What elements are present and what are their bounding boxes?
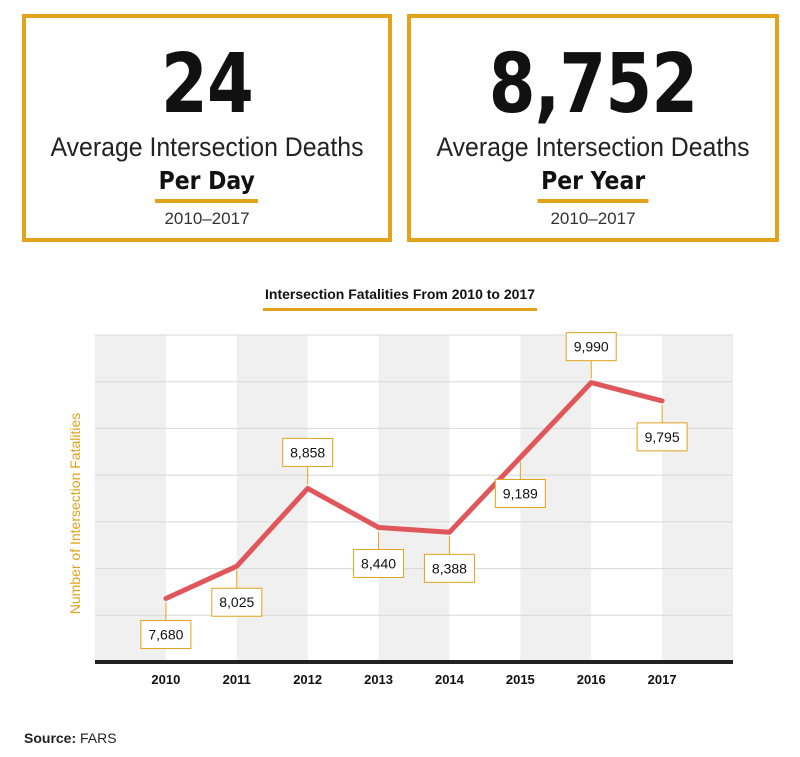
stat-card-per-year: 8,752 Average Intersection Deaths Per Ye… [407,14,779,242]
data-label-box [211,587,263,617]
grid-band [378,335,450,662]
data-label-box [565,332,617,362]
data-label: 8,025 [219,594,254,610]
data-label-box [636,422,688,452]
source-label: Source: [24,730,77,746]
stat-range: 2010–2017 [164,209,250,228]
x-tick-label: 2015 [506,672,535,687]
stat-card-per-day: 24 Average Intersection Deaths Per Day 2… [22,14,392,242]
data-label: 9,795 [645,429,680,445]
source-note: Source: FARS [24,730,117,746]
y-axis-label: Number of Intersection Fatalities [67,413,83,615]
x-tick-label: 2011 [223,672,251,687]
data-label-box [494,478,546,508]
data-label-box [353,548,405,578]
data-label: 8,388 [432,560,467,576]
stat-period: Per Year [537,165,649,203]
data-label-box [423,553,475,583]
chart-title: Intersection Fatalities From 2010 to 201… [263,285,537,311]
x-tick-label: 2016 [577,672,606,687]
data-label: 8,858 [290,444,325,460]
stat-label: Average Intersection Deaths [436,132,750,162]
data-label: 7,680 [148,626,183,642]
stat-label: Average Intersection Deaths [50,132,364,162]
stat-value: 24 [161,37,254,132]
x-tick-label: 2010 [151,672,180,687]
x-tick-label: 2012 [293,672,322,687]
x-tick-label: 2014 [435,672,465,687]
x-tick-label: 2013 [364,672,393,687]
data-label: 8,440 [361,555,396,571]
data-label-box [282,437,334,467]
source-text: FARS [80,730,117,746]
x-tick-label: 2017 [648,672,677,687]
data-label: 9,189 [503,485,538,501]
grid-band [662,335,733,662]
data-label-box [140,619,192,649]
stat-value: 8,752 [488,37,698,132]
stat-period: Per Day [155,165,259,203]
data-label: 9,990 [574,339,609,355]
stat-range: 2010–2017 [550,209,636,228]
grid-band [95,335,166,662]
series-line [163,380,665,601]
